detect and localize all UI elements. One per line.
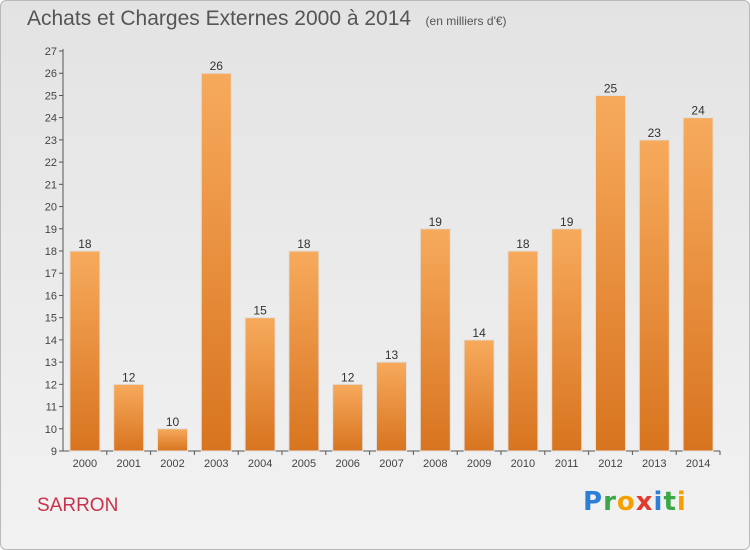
- bar-value-label: 19: [429, 215, 443, 229]
- x-tick-label: 2009: [467, 458, 491, 470]
- bar-value-label: 18: [78, 237, 92, 251]
- y-tick-label: 17: [45, 268, 57, 280]
- bar: [682, 117, 714, 452]
- bar: [638, 139, 670, 452]
- bar-value-label: 23: [648, 126, 662, 140]
- bar-value-label: 12: [122, 370, 136, 384]
- bar-value-label: 10: [166, 415, 180, 429]
- bar-value-label: 13: [385, 348, 399, 362]
- y-tick-label: 10: [45, 424, 57, 436]
- y-tick-label: 19: [45, 224, 57, 236]
- y-tick-label: 9: [51, 446, 57, 458]
- bar-value-label: 26: [210, 59, 224, 73]
- bar-value-label: 19: [560, 215, 574, 229]
- x-tick-label: 2007: [379, 458, 403, 470]
- chart-title-text: Achats et Charges Externes 2000 à 2014: [27, 7, 412, 30]
- y-tick-label: 14: [45, 335, 57, 347]
- x-tick-label: 2011: [555, 458, 579, 470]
- bar-value-label: 25: [604, 81, 618, 95]
- bar: [551, 228, 583, 452]
- y-tick-label: 15: [45, 313, 57, 325]
- y-tick-label: 24: [45, 113, 57, 125]
- bar: [113, 383, 145, 452]
- bar: [507, 250, 539, 452]
- bar-value-label: 18: [297, 237, 311, 251]
- x-tick-label: 2012: [598, 458, 622, 470]
- bar-value-label: 15: [253, 304, 267, 318]
- x-tick-label: 2005: [292, 458, 316, 470]
- bar-value-label: 14: [472, 326, 486, 340]
- y-tick-label: 22: [45, 157, 57, 169]
- y-tick-label: 23: [45, 135, 57, 147]
- y-tick-label: 27: [45, 46, 57, 58]
- bar: [595, 94, 626, 452]
- x-tick-label: 2002: [160, 458, 184, 470]
- bar: [157, 428, 188, 452]
- bar: [288, 250, 320, 452]
- y-tick-label: 18: [45, 246, 57, 258]
- y-tick-label: 21: [45, 179, 57, 191]
- x-tick-label: 2010: [511, 458, 535, 470]
- y-tick-label: 16: [45, 290, 57, 302]
- commune-name: SARRON: [37, 495, 119, 516]
- bar: [244, 317, 276, 452]
- chart-subtitle: (en milliers d'€): [425, 14, 507, 28]
- bar: [69, 250, 101, 452]
- x-tick-label: 2013: [642, 458, 666, 470]
- x-tick-label: 2008: [423, 458, 447, 470]
- y-tick-label: 20: [45, 202, 57, 214]
- x-tick-label: 2006: [335, 458, 359, 470]
- bar: [419, 228, 451, 452]
- proxiti-logo: Proxiti: [583, 487, 687, 517]
- y-tick-label: 25: [45, 90, 57, 102]
- x-tick-label: 2004: [248, 458, 272, 470]
- bar-value-label: 18: [516, 237, 530, 251]
- bar: [332, 383, 364, 452]
- x-tick-label: 2000: [73, 458, 97, 470]
- bar: [376, 361, 407, 452]
- chart-title: Achats et Charges Externes 2000 à 2014 (…: [27, 7, 507, 31]
- y-tick-label: 12: [45, 379, 57, 391]
- y-tick-label: 11: [46, 402, 57, 414]
- bar-value-label: 24: [691, 104, 705, 118]
- x-tick-label: 2014: [686, 458, 710, 470]
- bar: [463, 339, 495, 452]
- bar-series: [69, 72, 714, 452]
- bar-value-label: 12: [341, 370, 355, 384]
- chart-axes: 9 10 11 12 13 14 15 16 17 18 19 20 21 22 23 24 25 26 27 200…: [45, 46, 721, 470]
- y-tick-label: 13: [45, 357, 57, 369]
- x-tick-label: 2001: [116, 458, 140, 470]
- data-labels: 18 12 10 26 15 18 12 13 19 14 18 19 25 23 24: [78, 59, 705, 429]
- y-tick-label: 26: [45, 68, 57, 80]
- x-tick-label: 2003: [204, 458, 228, 470]
- bar: [200, 72, 232, 452]
